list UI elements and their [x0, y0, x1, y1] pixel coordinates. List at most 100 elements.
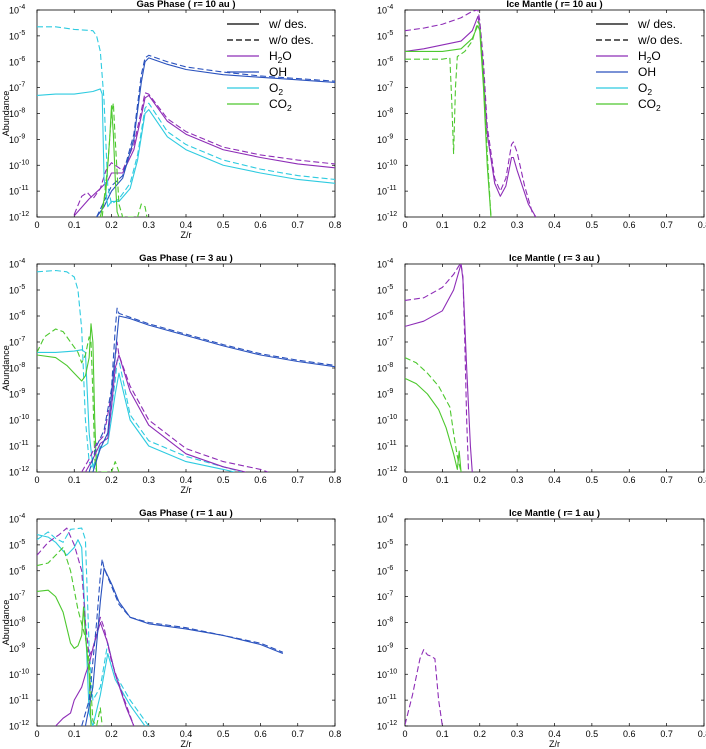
y-tick-label: 10 — [377, 364, 387, 374]
chart-title: Gas Phase ( r= 1 au ) — [139, 508, 233, 519]
x-tick-label: 0.3 — [142, 220, 155, 230]
legend-label-base: OH — [269, 65, 287, 79]
y-tick-label: 10 — [377, 644, 387, 654]
legend-label: CO2 — [269, 97, 292, 113]
y-tick-exponent: -5 — [387, 284, 393, 291]
y-tick-label: 10 — [9, 213, 19, 223]
y-tick-label: 10 — [377, 187, 387, 197]
y-tick-exponent: -11 — [19, 440, 29, 447]
y-tick-label: 10 — [9, 312, 19, 322]
x-axis-label: Z/r — [181, 485, 192, 495]
x-tick-label: 0.5 — [217, 475, 230, 485]
chart-panel-2: 00.10.20.30.40.50.60.70.810-1210-1110-10… — [377, 0, 706, 230]
chart-title: Gas Phase ( r= 3 au ) — [139, 253, 233, 264]
series-line-oh-solid — [92, 315, 335, 472]
y-tick-exponent: -4 — [19, 513, 25, 520]
y-tick-exponent: -12 — [19, 720, 29, 727]
legend-label: w/o des. — [637, 33, 683, 47]
x-tick-label: 0.7 — [660, 475, 673, 485]
y-tick-label: 10 — [9, 135, 19, 145]
y-tick-exponent: -9 — [387, 642, 393, 649]
series-line-oh-dashed — [88, 307, 335, 472]
y-tick-label: 10 — [377, 109, 387, 119]
y-tick-exponent: -6 — [387, 310, 393, 317]
series-line-h2o-dashed — [37, 527, 135, 726]
x-tick-label: 0.6 — [623, 475, 636, 485]
y-tick-label: 10 — [9, 161, 19, 171]
x-tick-label: 0.2 — [105, 220, 118, 230]
legend-label: OH — [269, 65, 287, 79]
y-tick-label: 10 — [9, 592, 19, 602]
y-tick-label: 10 — [377, 540, 387, 550]
legend-label-subscript: 2 — [647, 55, 652, 65]
series-line-co2-dashed — [37, 328, 120, 472]
chart-panel-3: 0 0.1 0.2 0.3 0.4 0.5 0.6 0.7 0.810-1210-1110-10… — [1, 253, 341, 495]
x-tick-label: 0.4 — [180, 220, 193, 230]
series-line-h2o-dashed — [405, 649, 443, 726]
y-tick-exponent: -6 — [387, 56, 393, 63]
x-tick-label: 0.8 — [329, 475, 342, 485]
legend-label-subscript: 2 — [647, 87, 652, 97]
y-axis-label: Abundance — [1, 600, 11, 646]
y-tick-label: 10 — [377, 515, 387, 525]
chart-panel-4: 00.10.20.30.40.50.60.70.810-1210-1110-10… — [377, 253, 706, 485]
y-tick-label: 10 — [9, 722, 19, 732]
y-tick-label: 10 — [377, 468, 387, 478]
y-tick-label: 10 — [9, 338, 19, 348]
x-tick-label: 0.7 — [660, 729, 673, 739]
x-axis-label: Z/r — [181, 739, 192, 749]
y-tick-exponent: -9 — [19, 642, 25, 649]
chart-panel-5: 0 0.1 0.2 0.3 0.4 0.5 0.6 0.7 0.810-1210-1110-10… — [1, 508, 341, 749]
y-tick-label: 10 — [9, 286, 19, 296]
y-tick-exponent: -4 — [387, 4, 393, 11]
y-tick-label: 10 — [9, 6, 19, 16]
series-line-h2o-solid — [84, 354, 246, 472]
y-tick-exponent: -5 — [19, 284, 25, 291]
y-tick-label: 10 — [9, 187, 19, 197]
legend-label-base: H — [638, 49, 647, 63]
x-tick-label: 0.7 — [291, 220, 304, 230]
x-tick-label: 0.2 — [473, 729, 486, 739]
series-line-h2o-solid — [55, 621, 135, 726]
series-line-co2-solid — [37, 323, 98, 472]
y-tick-label: 10 — [377, 6, 387, 16]
chart-title: Ice Mantle ( r= 10 au ) — [506, 0, 602, 10]
legend-label-base: CO — [269, 97, 287, 111]
x-tick-label: 0 — [34, 220, 39, 230]
legend-label: O2 — [269, 81, 283, 97]
series-line-co2-dashed — [405, 21, 492, 217]
legend-label: CO2 — [638, 97, 661, 113]
y-tick-exponent: -6 — [19, 56, 25, 63]
series-line-h2o-dashed — [73, 92, 335, 215]
y-tick-label: 10 — [377, 592, 387, 602]
y-tick-exponent: -7 — [19, 82, 25, 89]
series-line-h2o-dashed — [405, 10, 537, 217]
y-tick-exponent: -11 — [19, 185, 29, 192]
series-line-oh-dashed — [96, 54, 335, 217]
y-tick-exponent: -4 — [19, 4, 25, 11]
y-tick-exponent: -6 — [19, 565, 25, 572]
x-tick-label: 0.1 — [436, 475, 449, 485]
y-tick-exponent: -9 — [387, 388, 393, 395]
y-tick-exponent: -7 — [387, 336, 393, 343]
y-tick-label: 10 — [9, 644, 19, 654]
y-tick-exponent: -10 — [19, 159, 29, 166]
series-line-co2-solid — [37, 589, 92, 726]
y-tick-exponent: -5 — [387, 539, 393, 546]
x-tick-label: 0.1 — [68, 729, 81, 739]
series-line-h2o-solid — [405, 15, 537, 217]
x-tick-label: 0.8 — [698, 475, 706, 485]
y-tick-label: 10 — [377, 213, 387, 223]
y-tick-exponent: -8 — [19, 362, 25, 369]
legend-label-base: OH — [638, 65, 656, 79]
y-tick-exponent: -6 — [19, 310, 25, 317]
x-tick-label: 0.8 — [329, 729, 342, 739]
y-tick-exponent: -5 — [19, 30, 25, 37]
y-tick-exponent: -12 — [19, 211, 29, 218]
y-tick-label: 10 — [377, 260, 387, 270]
y-tick-label: 10 — [9, 540, 19, 550]
x-tick-label: 0.3 — [511, 220, 524, 230]
x-tick-label: 0.4 — [180, 729, 193, 739]
chart-title: Gas Phase ( r= 10 au ) — [136, 0, 235, 10]
